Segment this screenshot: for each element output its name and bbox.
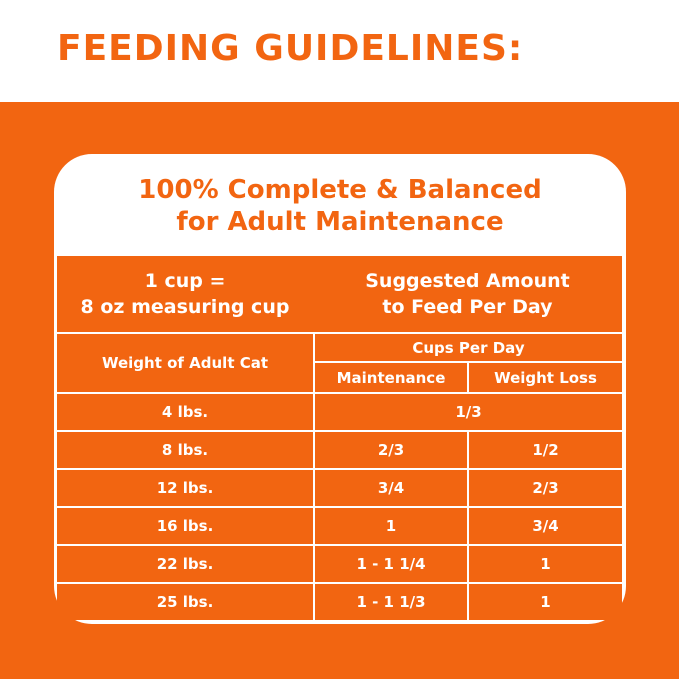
maintenance-cell: 1 [315,508,467,544]
amount-line1: Suggested Amount [365,270,570,292]
maintenance-cell: 3/4 [315,470,467,506]
cup-note: 1 cup = 8 oz measuring cup [57,256,313,332]
top-band [0,0,679,102]
feeding-table-panel: 100% Complete & Balanced for Adult Maint… [54,154,626,624]
subtitle-line2: for Adult Maintenance [176,207,504,237]
weight-cell: 4 lbs. [57,394,313,430]
weight-cell: 22 lbs. [57,546,313,582]
weight-cell: 25 lbs. [57,584,313,620]
weight-loss-cell: 1 [469,584,622,620]
weight-loss-cell: 1/2 [469,432,622,468]
cup-note-line1: 1 cup = [144,270,226,292]
weight-loss-cell: 2/3 [469,470,622,506]
weight-loss-cell: 1 [469,546,622,582]
page-title: FEEDING GUIDELINES: [57,28,524,69]
weight-header: Weight of Adult Cat [57,334,313,392]
maintenance-cell: 2/3 [315,432,467,468]
suggested-amount-header: Suggested Amount to Feed Per Day [313,256,622,332]
maintenance-cell: 1 - 1 1/4 [315,546,467,582]
weight-cell: 12 lbs. [57,470,313,506]
subtitle-line1: 100% Complete & Balanced [138,175,542,205]
weight-cell: 8 lbs. [57,432,313,468]
maintenance-cell: 1 - 1 1/3 [315,584,467,620]
cups-cell-merged: 1/3 [315,394,622,430]
weight-loss-header: Weight Loss [469,363,622,392]
cup-note-line2: 8 oz measuring cup [80,296,290,318]
cups-per-day-header: Cups Per Day [315,334,622,361]
weight-loss-cell: 3/4 [469,508,622,544]
maintenance-header: Maintenance [315,363,467,392]
amount-line2: to Feed Per Day [382,296,553,318]
weight-cell: 16 lbs. [57,508,313,544]
